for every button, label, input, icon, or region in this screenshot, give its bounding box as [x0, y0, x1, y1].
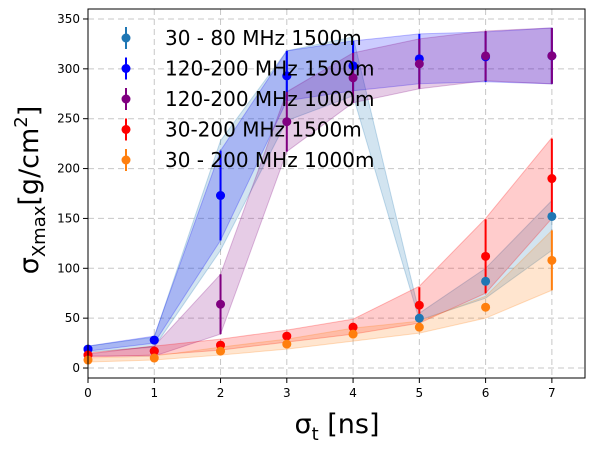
legend-marker	[121, 94, 131, 104]
point-series-2	[282, 117, 292, 127]
point-series-3	[149, 346, 159, 356]
y-tick-label: 200	[57, 162, 80, 176]
point-series-1	[216, 190, 226, 200]
legend-label: 30-200 MHz 1500m	[165, 118, 362, 142]
x-tick-label: 0	[84, 386, 92, 400]
point-series-1	[149, 335, 159, 345]
legend-label: 120-200 MHz 1500m	[165, 57, 374, 81]
legend-label: 120-200 MHz 1000m	[165, 87, 374, 111]
y-tick-label: 250	[57, 112, 80, 126]
legend-marker	[121, 155, 131, 165]
x-axis-label: σt [ns]	[294, 409, 379, 445]
point-series-4	[414, 322, 424, 332]
x-tick-label: 1	[150, 386, 158, 400]
y-tick-label: 50	[65, 311, 80, 325]
point-series-1	[348, 61, 358, 71]
x-tick-label: 2	[217, 386, 225, 400]
point-series-3	[547, 174, 557, 184]
y-axis: 0 50 100 150 200 250 300 350	[57, 12, 88, 375]
x-axis: 0 1 2 3 4 5 6 7	[84, 378, 556, 400]
point-series-2	[481, 51, 491, 61]
x-tick-label: 4	[349, 386, 357, 400]
y-tick-label: 150	[57, 211, 80, 225]
point-series-4	[282, 339, 292, 349]
y-tick-label: 100	[57, 261, 80, 275]
legend-label: 30 - 80 MHz 1500m	[165, 26, 362, 50]
point-series-1	[282, 71, 292, 81]
point-series-2	[414, 59, 424, 69]
legend-marker	[121, 64, 131, 73]
point-series-3	[348, 322, 358, 332]
point-series-4	[547, 255, 557, 265]
y-tick-label: 350	[57, 12, 80, 26]
legend-label: 30 - 200 MHz 1000m	[165, 148, 374, 172]
x-tick-label: 5	[416, 386, 424, 400]
legend-marker	[121, 33, 131, 43]
point-series-2	[547, 51, 557, 61]
point-series-0	[414, 313, 424, 323]
point-series-4	[149, 353, 159, 363]
point-series-2	[216, 299, 226, 309]
point-series-4	[216, 346, 226, 356]
legend-marker	[121, 125, 131, 134]
y-tick-label: 0	[72, 361, 80, 375]
x-tick-label: 7	[548, 386, 556, 400]
point-series-3	[414, 300, 424, 310]
point-series-2	[348, 73, 358, 83]
y-tick-label: 300	[57, 62, 80, 76]
x-tick-label: 6	[482, 386, 490, 400]
point-series-4	[481, 302, 491, 312]
point-series-3	[481, 251, 491, 261]
legend: 30 - 80 MHz 1500m 120-200 MHz 1500m 120-20…	[121, 26, 374, 172]
x-tick-label: 3	[283, 386, 291, 400]
point-series-0	[547, 211, 557, 221]
plot-frame	[87, 8, 586, 379]
y-axis-label: σXmax[g/cm2]	[11, 106, 50, 275]
error-bands	[87, 27, 553, 363]
point-series-0	[481, 276, 491, 286]
data-points	[83, 51, 557, 365]
point-series-4	[348, 329, 358, 339]
point-series-3	[282, 331, 292, 341]
